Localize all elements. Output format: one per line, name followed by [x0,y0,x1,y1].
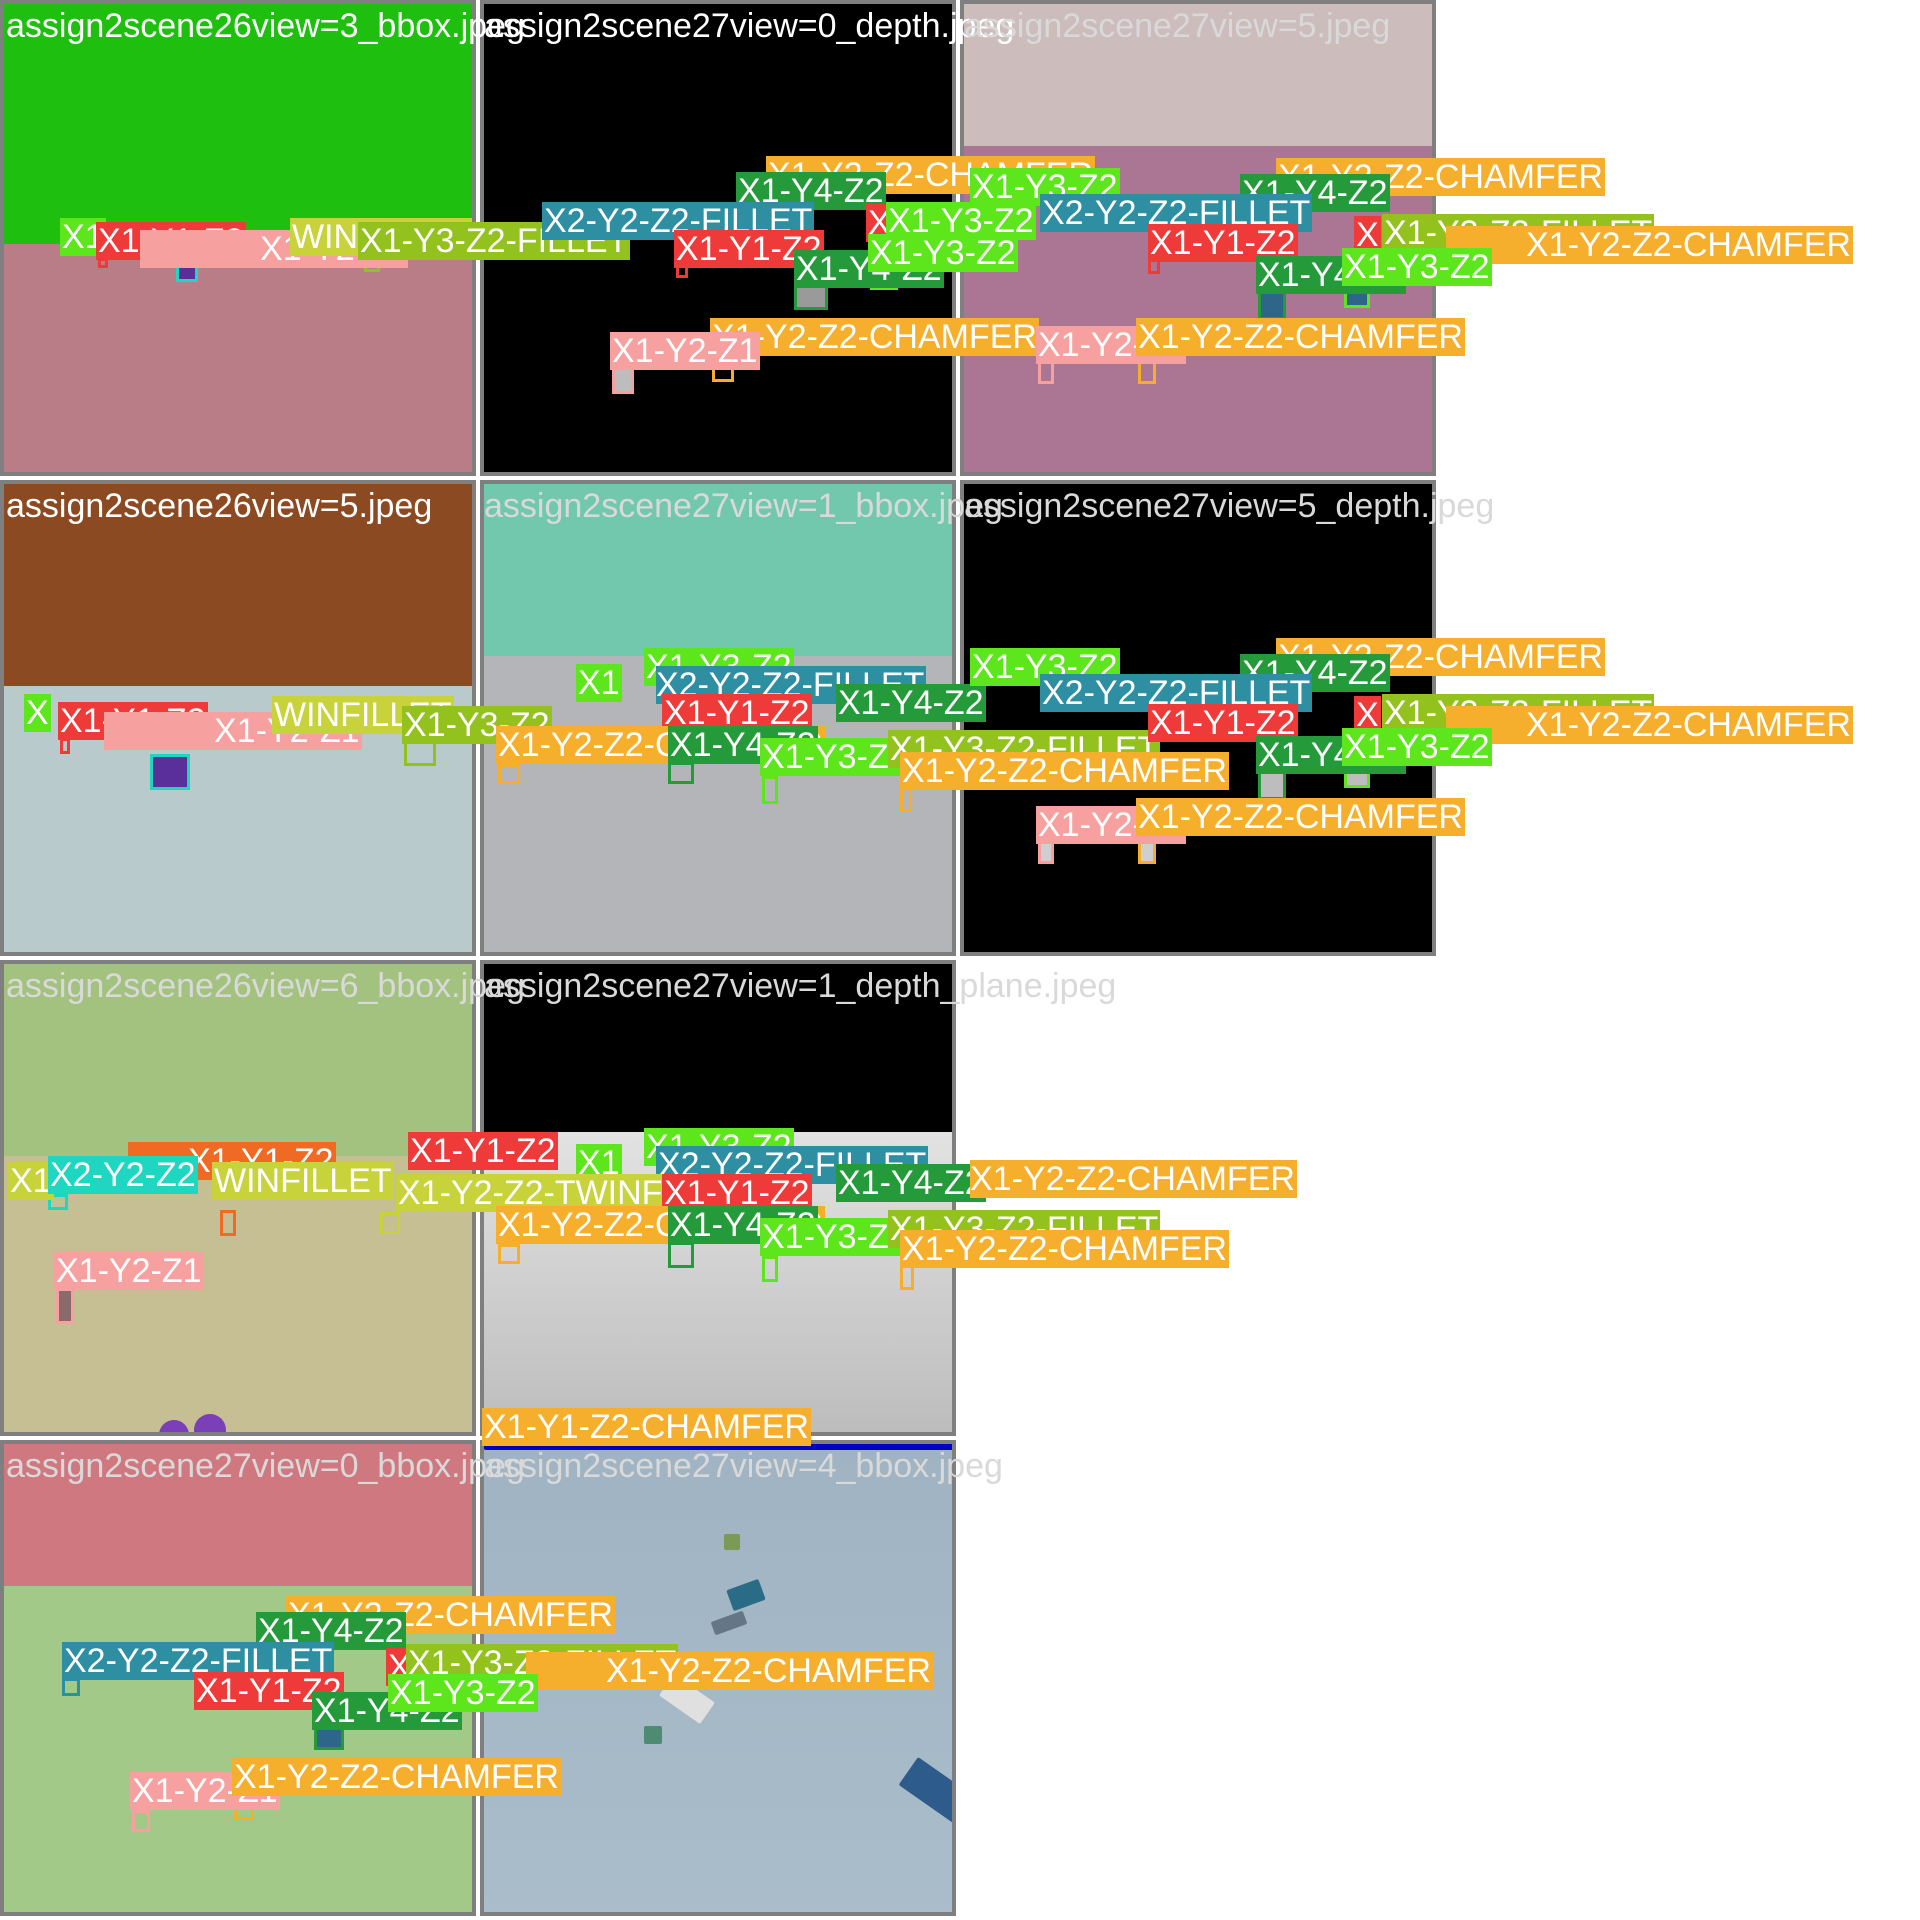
bbox [668,762,694,784]
bbox-label: X1-Y2-Z2-CHAMFER [1136,798,1465,836]
tile-title: assign2scene26view=6_bbox.jpeg [6,967,525,1005]
bbox-label: X1-Y3-Z2 [760,738,910,776]
bbox [60,738,70,754]
bbox-label: X2-Y2-Z2 [48,1156,198,1194]
bbox-label: X1-Y2-Z2-CHAMFER [1446,706,1853,744]
scene-object [484,1444,952,1450]
bbox [150,754,190,790]
bbox-label: X1-Y1-Z2 [408,1132,558,1170]
bbox-label: X1-Y2-Z2-CHAMFER [900,752,1229,790]
bbox-label: X [1354,696,1381,734]
tile-sky [4,1444,472,1594]
bbox [668,1242,694,1268]
bbox-label: X1-Y4-Z2 [836,684,986,722]
bbox-label: X1-Y2-Z2-CHAMFER [710,318,1039,356]
tile-title: assign2scene26view=5.jpeg [6,487,433,525]
bbox-label: X1-Y4-Z2 [736,172,886,210]
bbox [220,1210,236,1236]
bbox-label: X1-Y3-Z2 [970,168,1120,206]
tile-ground [4,1156,472,1432]
bbox-label: X1-Y2-Z2-CHAMFER [1276,158,1605,196]
tile-sky [4,4,472,252]
bbox [380,1212,400,1234]
tile-title: assign2scene27view=5.jpeg [964,7,1391,45]
bbox-label: X1-Y2-Z2-CHAMFER [900,1230,1229,1268]
bbox-label: X1-Y2-Z2-CHAMFER [970,1160,1297,1198]
bbox [762,776,778,804]
bbox-label: X1-Y4-Z2 [836,1164,986,1202]
bbox-label: X1-Y2-Z1 [54,1252,204,1290]
tile-sky [484,484,952,664]
tile-title: assign2scene27view=4_bbox.jpeg [484,1447,1003,1485]
bbox [1258,290,1286,320]
tile-sky [484,964,952,1140]
tile-title: assign2scene26view=3_bbox.jpeg [6,7,525,45]
bbox-label: X1 [576,664,622,702]
bbox-label: X1-Y1-Z2 [1148,224,1298,262]
bbox-label: X1-Y3-Z2 [760,1218,910,1256]
purple-object [194,1414,226,1432]
bbox-label: X1-Y2-Z2-CHAMFER [526,1652,933,1690]
bbox-label: X1-Y1-Z2 [674,230,824,268]
bbox [498,1244,520,1264]
bbox-label: X1 [8,1162,54,1200]
tile-ground [4,244,472,472]
bbox [62,1678,80,1696]
tile-sky [4,964,472,1164]
bbox [48,1194,68,1210]
bbox [498,764,520,784]
bbox [1258,770,1286,800]
bbox [762,1256,778,1282]
tile-title: assign2scene27view=1_bbox.jpeg [484,487,1003,525]
bbox-label: X1-Y3-Z2 [1342,728,1492,766]
tile-title: assign2scene27view=1_depth_plane.jpeg [484,967,1117,1005]
bbox-label: X1-Y1-Z2 [1148,704,1298,742]
bbox-label: X1-Y3-Z2 [1342,248,1492,286]
image-tile-7[interactable] [0,960,476,1436]
bbox-label: X [24,694,51,732]
scene-object [644,1726,662,1744]
bbox-label: X1-Y1-Z2-CHAMFER [482,1408,811,1446]
bbox-label: X1-Y3-Z2 [388,1674,538,1712]
bbox-label: X1-Y3-Z2 [886,202,1036,240]
bbox-label: X [1354,216,1381,254]
bbox [56,1288,74,1324]
bbox-label: X1-Y2-Z2-CHAMFER [1446,226,1853,264]
image-tile-9[interactable] [0,1440,476,1916]
bbox-label: X1-Y3-Z2 [868,234,1018,272]
tile-sky [964,4,1432,154]
scene-object [724,1534,740,1550]
bbox-label: X1-Y2-Z1 [610,332,760,370]
bbox-label: X1-Y1-Z2 [662,1174,812,1212]
purple-object [159,1420,189,1432]
tile-title: assign2scene27view=0_bbox.jpeg [6,1447,525,1485]
bbox [132,1810,150,1832]
tile-title: assign2scene27view=5_depth.jpeg [964,487,1495,525]
tile-title: assign2scene27view=0_depth.jpeg [484,7,1015,45]
bbox-label: X1-Y1-Z2 [662,694,812,732]
tile-sky [4,484,472,694]
bbox-label: WINFILLET [212,1162,394,1200]
bbox-label: X1-Y2-Z2-CHAMFER [1136,318,1465,356]
image-tile-1[interactable] [0,0,476,476]
bbox-label: X1-Y2-Z2-CHAMFER [232,1758,561,1796]
